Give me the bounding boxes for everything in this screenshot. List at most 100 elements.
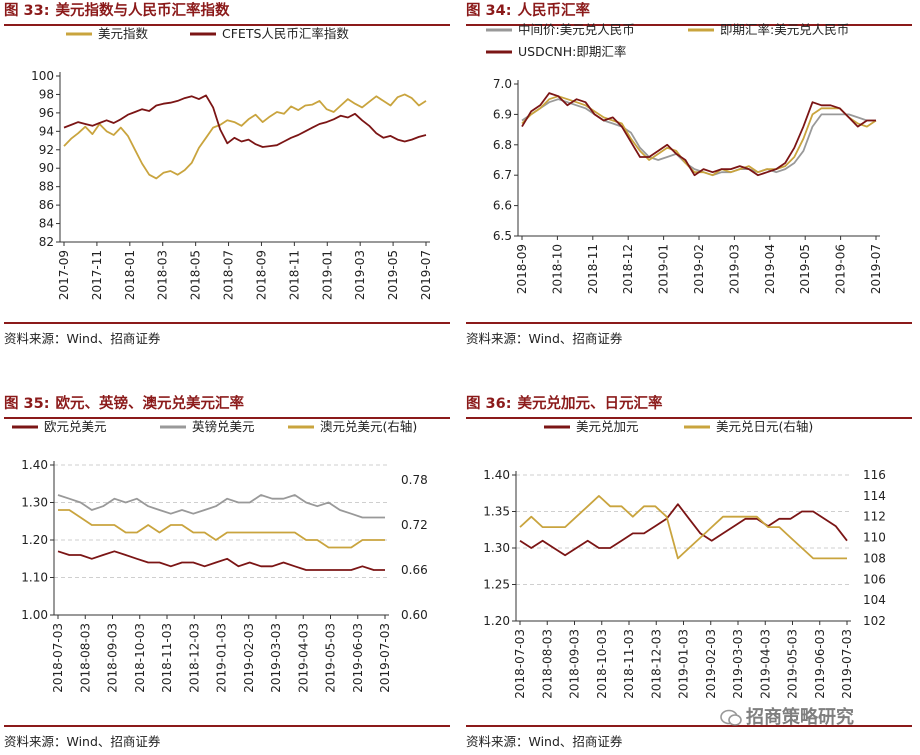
x-tick-label: 2018-10-03: [133, 623, 147, 693]
x-tick-label: 2019-07-03: [378, 623, 392, 693]
x-tick-label: 2019-06-03: [351, 623, 365, 693]
legend-label: CFETS人民币汇率指数: [222, 26, 349, 41]
series-line-2: [57, 494, 385, 519]
y2-tick-label: 112: [863, 510, 886, 524]
x-tick-label: 2018-07-03: [513, 629, 527, 699]
x-tick-label: 2018-08-03: [78, 623, 92, 693]
y-tick-label: 92: [39, 143, 54, 157]
chart-36: 1.20 1.25 1.30 1.35 1.40 102 104 106 108 110 112 11…: [483, 419, 886, 699]
source-note: 资料来源：Wind、招商证券: [466, 322, 912, 347]
y-tick-label: 6.7: [493, 168, 512, 182]
panel-title: 图 33: 美元指数与人民币汇率指数: [4, 0, 450, 26]
y2-tick-label: 116: [863, 468, 886, 482]
x-tick-label: 2019-04: [763, 244, 777, 294]
x-tick-label: 2019-04-03: [296, 623, 310, 693]
x-tick-label: 2018-09: [254, 250, 268, 300]
y-tick-label: 1.40: [483, 468, 510, 482]
legend-label: 美元兑日元(右轴): [716, 419, 813, 434]
chart-panel-35: 图 35: 欧元、英镑、澳元兑美元汇率 1.00 1.10 1.20 1.30 1.40 0…: [4, 393, 450, 753]
y2-tick-label: 114: [863, 489, 886, 503]
series-line-2: [521, 95, 877, 177]
legend-label: 美元兑加元: [576, 419, 639, 434]
x-tick-label: 2018-11-03: [622, 629, 636, 699]
series-line-2: [63, 94, 427, 148]
x-tick-label: 2019-02: [692, 244, 706, 294]
y-tick-label: 1.35: [483, 505, 510, 519]
y2-tick-label: 0.66: [401, 563, 428, 577]
y-tick-label: 6.6: [493, 199, 512, 213]
x-tick-label: 2018-09: [515, 244, 529, 294]
y-tick-label: 84: [39, 217, 54, 231]
y-tick-label: 90: [39, 161, 54, 175]
y-tick-label: 6.5: [493, 229, 512, 243]
legend-label: 澳元兑美元(右轴): [320, 419, 417, 434]
y2-tick-label: 0.60: [401, 608, 428, 622]
x-tick-label: 2018-09-03: [568, 629, 582, 699]
source-note: 资料来源：Wind、招商证券: [4, 322, 450, 347]
panel-title: 图 34: 人民币汇率: [466, 0, 912, 26]
legend-label: 美元指数: [98, 26, 149, 41]
series-line-2: [519, 495, 847, 560]
x-tick-label: 2019-06: [834, 244, 848, 294]
x-tick-label: 2019-05: [386, 250, 400, 300]
x-tick-label: 2018-12-03: [649, 629, 663, 699]
x-tick-label: 2019-02-03: [242, 623, 256, 693]
x-tick-label: 2018-11: [287, 250, 301, 300]
y-tick-label: 94: [39, 124, 54, 138]
y-tick-label: 1.40: [21, 458, 48, 472]
x-tick-label: 2018-11-03: [160, 623, 174, 693]
legend-label: 英镑兑美元: [192, 419, 255, 434]
chart-34: 6.5 6.6 6.7 6.8 6.9 7.0 2018-09 2018-10 2018-11 2…: [486, 22, 883, 294]
y2-tick-label: 0.72: [401, 518, 428, 532]
y-tick-label: 82: [39, 235, 54, 249]
y-tick-label: 100: [31, 69, 54, 83]
y-tick-label: 6.8: [493, 138, 512, 152]
y-tick-label: 86: [39, 198, 54, 212]
x-tick-label: 2019-03-03: [731, 629, 745, 699]
x-tick-label: 2018-12-03: [187, 623, 201, 693]
x-tick-label: 2018-11: [586, 244, 600, 294]
x-tick-label: 2018-09-03: [106, 623, 120, 693]
y-tick-label: 1.10: [21, 571, 48, 585]
y-tick-label: 7.0: [493, 77, 512, 91]
x-tick-label: 2018-03: [156, 250, 170, 300]
series-line-1: [57, 550, 385, 571]
series-line-3: [521, 92, 876, 177]
x-tick-label: 2018-05: [189, 250, 203, 300]
y2-tick-label: 102: [863, 614, 886, 628]
x-tick-label: 2018-10-03: [595, 629, 609, 699]
y-tick-label: 96: [39, 106, 54, 120]
chart-panel-34: 图 34: 人民币汇率 6.5 6.6 6.7 6.8 6.9 7.0 2018-09 2018…: [466, 0, 912, 360]
x-tick-label: 2019-01: [320, 250, 334, 300]
x-tick-label: 2019-01-03: [215, 623, 229, 693]
x-tick-label: 2019-07: [419, 250, 433, 300]
x-tick-label: 2018-07: [222, 250, 236, 300]
x-tick-label: 2019-07: [869, 244, 883, 294]
x-tick-label: 2017-11: [90, 250, 104, 300]
x-tick-label: 2018-07-03: [51, 623, 65, 693]
series-line-1: [519, 503, 848, 557]
chart-panel-33: 图 33: 美元指数与人民币汇率指数 82 84 86 88 90 92 94 96 98 100 2…: [4, 0, 450, 360]
y-tick-label: 1.25: [483, 578, 510, 592]
x-tick-label: 2019-05-03: [786, 629, 800, 699]
x-tick-label: 2019-01: [657, 244, 671, 294]
series-line-3: [58, 509, 385, 549]
x-tick-label: 2019-04-03: [758, 629, 772, 699]
y-tick-label: 98: [39, 87, 54, 101]
x-tick-label: 2019-03: [727, 244, 741, 294]
chart-33: 82 84 86 88 90 92 94 96 98 100 2017-09 2017-11 2018-…: [31, 26, 433, 300]
series-line-1: [521, 98, 876, 177]
y-tick-label: 1.20: [21, 533, 48, 547]
source-note: 资料来源：Wind、招商证券: [466, 725, 912, 750]
watermark: 招商策略研究: [720, 703, 854, 729]
wechat-icon: [720, 709, 742, 726]
y2-tick-label: 106: [863, 572, 886, 586]
x-tick-label: 2019-07-03: [840, 629, 854, 699]
x-tick-label: 2019-02-03: [704, 629, 718, 699]
y2-tick-label: 108: [863, 551, 886, 565]
y2-tick-label: 0.78: [401, 473, 428, 487]
panel-title: 图 35: 欧元、英镑、澳元兑美元汇率: [4, 393, 450, 419]
y-tick-label: 1.20: [483, 614, 510, 628]
x-tick-label: 2018-01: [123, 250, 137, 300]
source-note: 资料来源：Wind、招商证券: [4, 725, 450, 750]
